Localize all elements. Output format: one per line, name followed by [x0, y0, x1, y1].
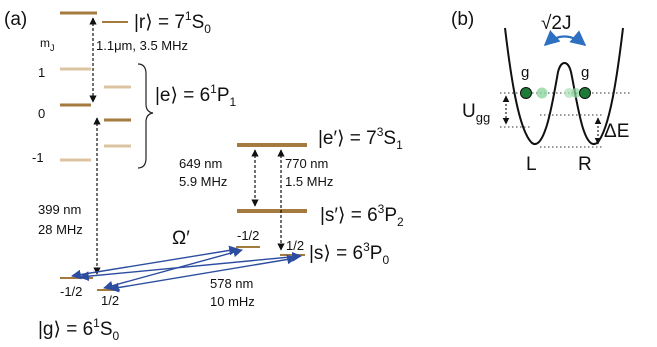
label-770-width: 1.5 MHz — [285, 174, 333, 189]
label-g-minus-half: -1/2 — [60, 284, 82, 299]
label-g-e-width: 28 MHz — [38, 222, 83, 237]
label-578-wavelength: 578 nm — [210, 276, 253, 291]
panel-b: (b) g g √2J Ugg ΔE L R — [451, 9, 632, 175]
atom-faded-2 — [564, 88, 574, 98]
label-omega-prime: Ω′ — [172, 228, 190, 249]
atom-left-label: g — [521, 64, 529, 81]
u-label: Ugg — [462, 101, 490, 125]
label-g-e-wavelength: 399 nm — [38, 202, 81, 217]
arrow-omega-g-minus-s-plus — [79, 251, 302, 282]
label-state-e-prime: |e′⟩ = 73S1 — [318, 125, 403, 152]
double-well-potential — [504, 27, 624, 145]
label-578-width: 10 mHz — [210, 294, 255, 309]
label-s-plus-half: 1/2 — [286, 238, 304, 253]
label-770-wavelength: 770 nm — [285, 156, 328, 171]
label-s-minus-half: -1/2 — [237, 228, 259, 243]
well-left-label: L — [526, 154, 537, 175]
panel-b-label: (b) — [451, 9, 474, 30]
label-state-e: |e⟩ = 61P1 — [155, 82, 237, 109]
mj-value-1: 1 — [38, 65, 45, 80]
label-state-g: |g⟩ = 61S0 — [38, 316, 120, 343]
well-right-label: R — [578, 154, 592, 175]
label-649-width: 5.9 MHz — [179, 174, 227, 189]
label-state-s-prime: |s′⟩ = 63P2 — [320, 202, 404, 229]
label-649-wavelength: 649 nm — [179, 156, 222, 171]
mj-value-0: 0 — [38, 106, 45, 121]
atom-right — [579, 87, 591, 99]
panel-a: (a) mJ 1 0 -1 |r⟩ = 71S0 |e⟩ = 61P1 1.1μ… — [4, 9, 404, 343]
label-state-s: |s⟩ = 63P0 — [309, 240, 389, 267]
atom-faded-3 — [571, 88, 581, 98]
atom-right-label: g — [581, 64, 589, 81]
arrow-omega-g-plus-s-plus — [109, 254, 297, 293]
label-r-e-transition: 1.1μm, 3.5 MHz — [96, 38, 188, 53]
atom-faded-1 — [536, 87, 548, 99]
mj-value-minus-1: -1 — [32, 150, 44, 165]
panel-a-label: (a) — [4, 9, 27, 30]
mj-label: mJ — [40, 36, 55, 53]
label-g-plus-half: 1/2 — [101, 293, 119, 308]
label-state-r: |r⟩ = 71S0 — [134, 9, 211, 36]
manifold-brace — [137, 63, 154, 169]
delta-e-label: ΔE — [604, 121, 629, 142]
tunneling-label: √2J — [541, 13, 572, 34]
tunneling-arrow — [543, 30, 587, 47]
atom-left — [520, 87, 532, 99]
